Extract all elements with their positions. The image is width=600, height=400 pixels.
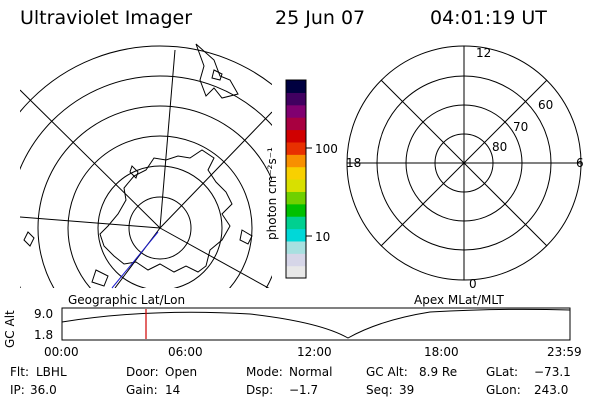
observation-time: 04:01:19 UT <box>430 7 547 29</box>
coast-fragment <box>23 231 35 247</box>
observation-date: 25 Jun 07 <box>275 7 366 29</box>
altitude-ytick-low: 1.8 <box>34 328 54 342</box>
mlt-label-6: 6 <box>576 156 584 170</box>
mlat-label-80: 80 <box>492 140 508 154</box>
colorbar-cell <box>286 117 306 131</box>
seq-label: Seq: <box>366 383 393 397</box>
island-outline <box>211 69 223 81</box>
time-tick-0600: 06:00 <box>168 345 203 359</box>
colorbar-cell <box>286 253 306 267</box>
ip-value: 36.0 <box>30 383 57 397</box>
gc-alt-value: 8.9 Re <box>419 365 458 379</box>
glat-value: −73.1 <box>534 365 571 379</box>
colorbar-tick-10: 10 <box>315 230 331 244</box>
door-value: Open <box>165 365 198 379</box>
gc-alt-label: GC Alt: <box>366 365 408 379</box>
time-tick-1800: 18:00 <box>424 345 459 359</box>
colorbar-cell <box>286 92 306 106</box>
mode-label: Mode: <box>246 365 283 379</box>
colorbar-cell <box>286 216 306 230</box>
mode-value: Normal <box>289 365 333 379</box>
filter-label: Flt: <box>10 365 29 379</box>
mlat-label-70: 70 <box>513 120 529 134</box>
antarctica-coastline <box>99 149 233 273</box>
seq-value: 39 <box>399 383 415 397</box>
door-label: Door: <box>126 365 159 379</box>
time-tick-1200: 12:00 <box>297 345 332 359</box>
colorbar-cell <box>286 240 306 254</box>
gain-label: Gain: <box>126 383 158 397</box>
mlt-label-18: 18 <box>346 156 362 170</box>
apex-map-label: Apex MLat/MLT <box>414 293 504 307</box>
colorbar-cell <box>286 228 306 242</box>
colorbar-cell <box>286 104 306 118</box>
colorbar-cell <box>286 265 306 279</box>
colorbar-cell <box>286 179 306 192</box>
colorbar-cell <box>286 166 306 180</box>
altitude-curve <box>61 308 571 339</box>
ip-label: IP: <box>10 383 25 397</box>
orbit-track <box>111 231 159 289</box>
colorbar-cell <box>286 203 306 217</box>
mlt-label-12: 12 <box>476 46 492 60</box>
mlt-label-0: 0 <box>469 277 477 291</box>
mlat-label-60: 60 <box>538 98 554 112</box>
south-america-tip <box>195 43 239 99</box>
antarctic-peninsula <box>129 165 139 179</box>
time-tick-0000: 00:00 <box>44 345 79 359</box>
dsp-label: Dsp: <box>246 383 274 397</box>
glat-label: GLat: <box>486 365 519 379</box>
geo-map-label: Geographic Lat/Lon <box>68 293 186 307</box>
instrument-title: Ultraviolet Imager <box>20 7 193 29</box>
time-tick-2359: 23:59 <box>547 345 582 359</box>
colorbar-cell <box>286 80 306 93</box>
coast-fragment <box>239 229 253 245</box>
coast-fragment <box>91 269 109 287</box>
altitude-ylabel: GC Alt <box>3 310 17 348</box>
altitude-ytick-high: 9.0 <box>34 307 54 321</box>
glon-value: 243.0 <box>534 383 569 397</box>
colorbar-tick-100: 100 <box>315 142 338 156</box>
gain-value: 14 <box>165 383 181 397</box>
colorbar-cell <box>286 141 306 155</box>
colorbar-cell <box>286 191 306 205</box>
filter-value: LBHL <box>36 365 67 379</box>
colorbar-cell <box>286 129 306 143</box>
dsp-value: −1.7 <box>289 383 319 397</box>
glon-label: GLon: <box>486 383 521 397</box>
colorbar-cell <box>286 154 306 168</box>
